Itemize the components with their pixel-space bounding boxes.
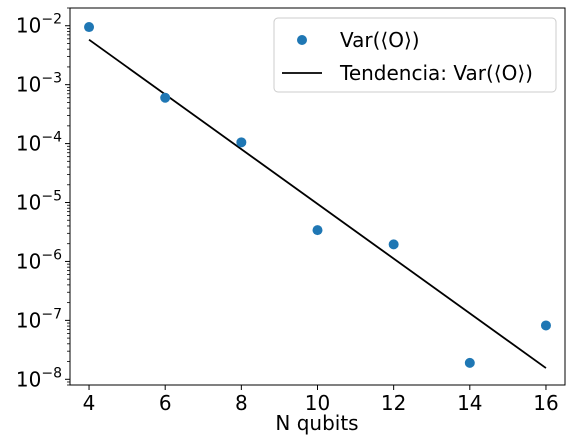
y-tick-label: 10−5 <box>16 189 62 215</box>
data-point <box>160 92 171 103</box>
y-tick-label: 10−6 <box>16 247 62 273</box>
data-point <box>312 225 323 236</box>
y-tick-exponent: −5 <box>41 189 62 205</box>
data-point <box>84 22 95 33</box>
y-tick-exponent: −6 <box>41 247 62 263</box>
y-axis: 10−810−710−610−510−410−310−2 <box>16 7 70 391</box>
x-tick-label: 10 <box>305 391 330 415</box>
x-tick-label: 8 <box>235 391 248 415</box>
legend-box <box>273 17 557 93</box>
y-tick-base: 10 <box>16 308 41 332</box>
y-tick-base: 10 <box>16 191 41 215</box>
data-point <box>388 239 399 250</box>
legend: Var(⟨O⟩) Tendencia: Var(⟨O⟩) <box>273 17 557 93</box>
x-tick-label: 14 <box>457 391 482 415</box>
x-axis: 4 6 8 10 12 14 16 <box>83 385 559 415</box>
y-tick-exponent: −3 <box>41 71 62 87</box>
legend-marker-scatter <box>297 35 307 45</box>
x-tick-label: 6 <box>159 391 172 415</box>
y-tick-base: 10 <box>16 73 41 97</box>
x-axis-label: N qubits <box>275 411 358 435</box>
y-tick-exponent: −2 <box>41 12 62 28</box>
plot-area <box>69 7 566 386</box>
x-tick-label: 16 <box>533 391 558 415</box>
y-tick-label: 10−3 <box>16 71 62 97</box>
y-tick-exponent: −7 <box>41 306 62 322</box>
y-tick-exponent: −8 <box>41 365 62 381</box>
y-tick-exponent: −4 <box>41 130 62 146</box>
y-tick-base: 10 <box>16 367 41 391</box>
x-tick-label: 12 <box>381 391 406 415</box>
y-tick-base: 10 <box>16 14 41 38</box>
y-tick-base: 10 <box>16 132 41 156</box>
y-tick-base: 10 <box>16 249 41 273</box>
y-tick-label: 10−7 <box>16 306 62 332</box>
data-point <box>236 137 247 148</box>
data-point <box>540 320 551 331</box>
y-tick-label: 10−8 <box>16 365 62 391</box>
data-point <box>464 357 475 368</box>
y-tick-label: 10−2 <box>16 12 62 38</box>
legend-label: Tendencia: Var(⟨O⟩) <box>339 61 533 85</box>
legend-label: Var(⟨O⟩) <box>340 28 420 52</box>
y-tick-label: 10−4 <box>16 130 62 156</box>
x-tick-label: 4 <box>83 391 96 415</box>
